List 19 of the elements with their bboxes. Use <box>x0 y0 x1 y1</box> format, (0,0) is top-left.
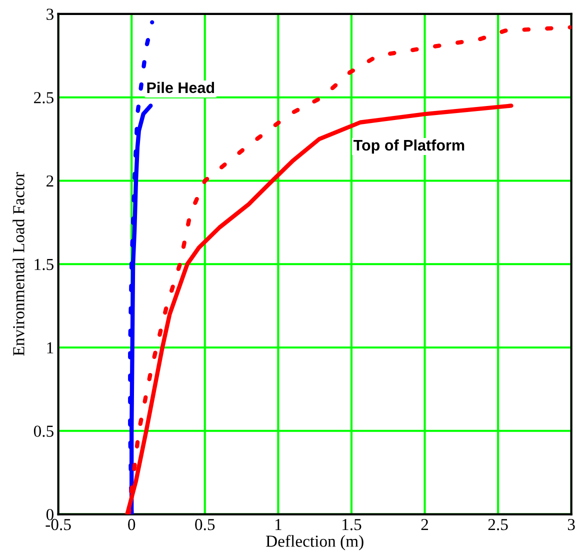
y-tick-label: 0.5 <box>34 426 54 437</box>
y-tick-label: 2 <box>46 175 54 187</box>
x-tick-label: -0.5 <box>46 518 71 530</box>
x-tick-label: 2.5 <box>488 518 508 530</box>
y-tick-label: 1.5 <box>34 258 54 270</box>
x-tick-label: 0.5 <box>195 518 215 530</box>
y-tick-label: 1 <box>47 342 54 354</box>
annotation: Pile Head <box>147 82 214 94</box>
x-tick-label: 1 <box>275 519 282 530</box>
annotation: Top of Platform <box>353 139 464 154</box>
x-tick-label: 2 <box>421 518 428 530</box>
y-tick-label: 3 <box>46 8 54 20</box>
y-tick-label: 0 <box>46 508 54 520</box>
x-axis-title: Deflection (m) <box>266 534 364 550</box>
x-tick-label: 3 <box>568 518 575 530</box>
x-tick-label: 0 <box>128 518 136 530</box>
y-tick-label: 2.5 <box>34 92 54 104</box>
x-tick-label: 1.5 <box>342 519 362 530</box>
y-axis-title: Environmental Load Factor <box>12 172 24 356</box>
